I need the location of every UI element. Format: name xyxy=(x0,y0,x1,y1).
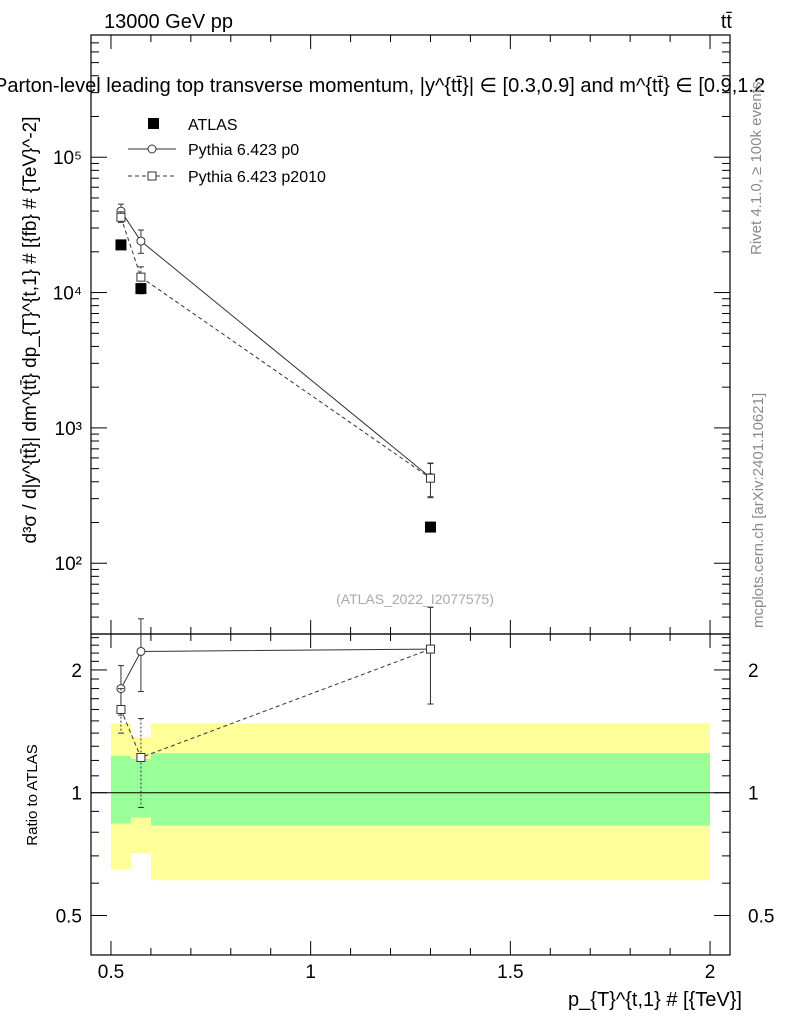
y-tick-label: 10⁵ xyxy=(53,148,82,169)
y-tick-label: 10³ xyxy=(55,419,82,440)
ratio-frame xyxy=(90,633,731,956)
legend-atlas-label: ATLAS xyxy=(188,117,238,134)
plot-title: Parton-level leading top transverse mome… xyxy=(0,75,765,97)
process-label: tt̄ xyxy=(721,11,733,33)
main-p0-point xyxy=(136,236,146,246)
analysis-watermark: (ATLAS_2022_I2077575) xyxy=(336,591,494,607)
ratio-y-tick-label: 1 xyxy=(71,784,82,805)
ratio-y-tick-label: 0.5 xyxy=(56,906,82,927)
main-p2010-point xyxy=(136,272,146,282)
ratio-p0-point xyxy=(136,646,146,656)
main-atlas-point xyxy=(115,239,127,251)
ratio-p0-line xyxy=(120,648,431,689)
ratio-panel: 0.5 1 1.5 2 0.5 0.5 1 1 2 2 xyxy=(56,35,774,983)
main-y-axis-label: d³σ / d|y^{tt̄}| dm^{tt̄} dp_{T}^{t,1} #… xyxy=(20,117,41,544)
main-p2010-point xyxy=(116,212,126,222)
main-p0-line xyxy=(120,210,431,478)
main-atlas-point xyxy=(424,521,436,533)
legend-atlas-marker xyxy=(148,118,159,129)
energy-label: 13000 GeV pp xyxy=(104,11,233,33)
ratio-y-tick-label-right: 0.5 xyxy=(748,906,774,927)
ratio-y-tick-label: 2 xyxy=(71,661,82,682)
ratio-y-axis-label: Ratio to ATLAS xyxy=(24,744,41,845)
main-p2010-point xyxy=(425,473,435,483)
ratio-p2010-point xyxy=(116,704,126,714)
legend-p0-marker xyxy=(147,144,157,154)
legend: ATLAS Pythia 6.423 p0 Pythia 6.423 p2010 xyxy=(128,117,326,186)
x-tick-label: 1 xyxy=(305,962,316,983)
x-tick-label: 2 xyxy=(705,962,716,983)
legend-p2010-label: Pythia 6.423 p2010 xyxy=(188,169,326,186)
ratio-band-green xyxy=(150,753,711,826)
y-tick-label: 10² xyxy=(55,554,82,575)
legend-p0-label: Pythia 6.423 p0 xyxy=(188,142,299,159)
mcplots-label: mcplots.cern.ch [arXiv:2401.10621] xyxy=(750,393,767,628)
legend-p2010-marker xyxy=(147,171,157,181)
ratio-y-tick-label-right: 2 xyxy=(748,661,759,682)
ratio-p2010-point xyxy=(425,644,435,654)
x-tick-label: 1.5 xyxy=(497,962,523,983)
x-tick-label: 0.5 xyxy=(98,962,124,983)
ratio-p2010-point xyxy=(136,752,146,762)
x-axis-label: p_{T}^{t,1} # [{TeV}] xyxy=(568,989,742,1011)
ratio-y-tick-label-right: 1 xyxy=(748,784,759,805)
y-tick-label: 10⁴ xyxy=(53,284,82,305)
main-atlas-point xyxy=(135,283,147,295)
rivet-version-label: Rivet 4.1.0, ≥ 100k events xyxy=(748,82,765,255)
ratio-band-green xyxy=(110,756,131,824)
main-frame xyxy=(90,34,731,635)
